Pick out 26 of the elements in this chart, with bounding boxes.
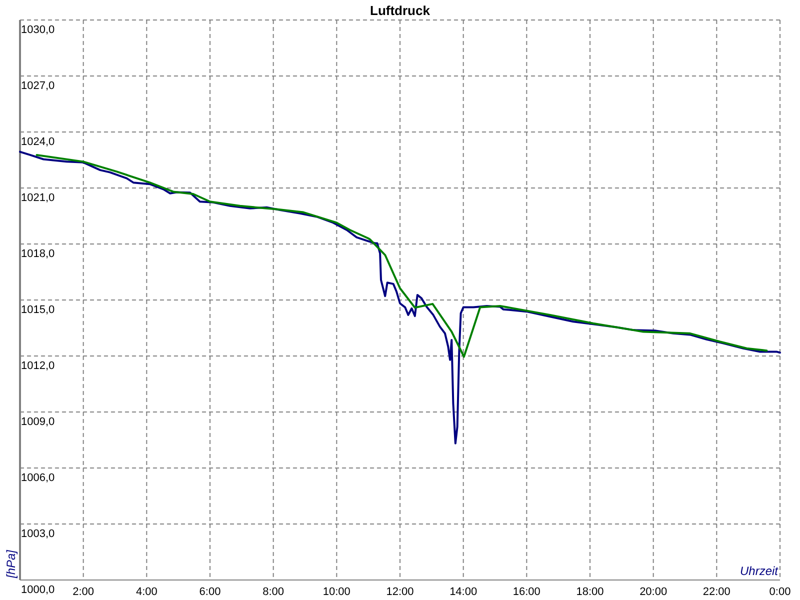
y-tick-label: 1021,0 (21, 192, 55, 204)
y-tick-label: 1012,0 (21, 360, 55, 372)
x-tick-label: 0:00 (769, 586, 791, 598)
y-axis-title: [hPa] (4, 549, 18, 579)
x-tick-label: 8:00 (262, 586, 284, 598)
y-tick-label: 1000,0 (21, 584, 55, 596)
x-tick-label: 12:00 (386, 586, 414, 598)
y-tick-label: 1027,0 (21, 80, 55, 92)
x-tick-label: 2:00 (72, 586, 94, 598)
x-axis-title: Uhrzeit (740, 564, 779, 578)
y-tick-label: 1009,0 (21, 416, 55, 428)
y-tick-label: 1015,0 (21, 304, 55, 316)
y-tick-label: 1018,0 (21, 248, 55, 260)
y-tick-label: 1030,0 (21, 24, 55, 36)
y-tick-label: 1006,0 (21, 472, 55, 484)
x-tick-label: 10:00 (322, 586, 350, 598)
x-tick-label: 16:00 (512, 586, 540, 598)
x-tick-label: 20:00 (640, 586, 668, 598)
y-tick-label: 1024,0 (21, 136, 55, 148)
y-tick-label: 1003,0 (21, 528, 55, 540)
x-tick-label: 22:00 (702, 586, 730, 598)
x-tick-label: 18:00 (576, 586, 604, 598)
x-tick-label: 6:00 (199, 586, 221, 598)
x-tick-label: 4:00 (136, 586, 158, 598)
x-tick-label: 14:00 (450, 586, 478, 598)
chart-title: Luftdruck (370, 3, 431, 18)
